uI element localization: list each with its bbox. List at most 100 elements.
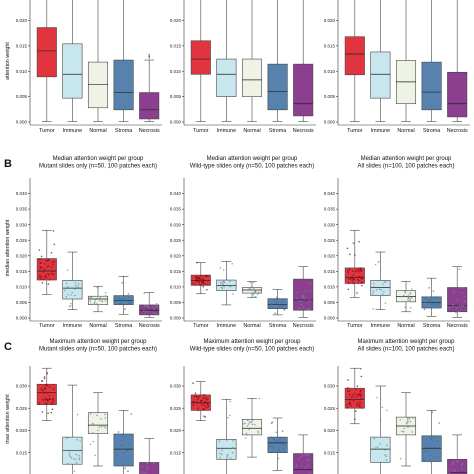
data-point bbox=[460, 304, 463, 307]
data-point bbox=[373, 285, 375, 288]
data-point bbox=[122, 452, 125, 455]
chart-subtitle: Wild-type slides only (n=50, 100 patches… bbox=[190, 164, 315, 170]
data-point bbox=[122, 434, 124, 437]
box-stroma bbox=[113, 0, 134, 122]
data-point bbox=[202, 285, 205, 288]
data-point bbox=[402, 430, 405, 433]
data-point bbox=[103, 425, 106, 428]
x-tick-label: Tumor bbox=[39, 128, 55, 134]
data-point bbox=[406, 417, 409, 420]
box-necrosis bbox=[139, 438, 160, 474]
data-point bbox=[359, 405, 361, 408]
data-point bbox=[249, 288, 251, 290]
data-point bbox=[407, 299, 409, 301]
data-point bbox=[252, 292, 255, 294]
data-point bbox=[50, 251, 53, 254]
data-point bbox=[359, 392, 362, 395]
data-point bbox=[278, 448, 281, 451]
data-point bbox=[430, 437, 433, 440]
data-point bbox=[124, 467, 126, 469]
data-point bbox=[117, 431, 120, 433]
data-point bbox=[225, 439, 228, 441]
data-point bbox=[359, 403, 361, 405]
data-point bbox=[65, 295, 68, 298]
data-point bbox=[270, 303, 273, 306]
data-point bbox=[226, 456, 228, 459]
data-point bbox=[231, 262, 234, 265]
data-point bbox=[248, 428, 250, 431]
box-tumor bbox=[190, 0, 211, 122]
x-tick-label: Normal bbox=[89, 323, 106, 329]
data-point bbox=[70, 302, 72, 305]
data-point bbox=[425, 450, 428, 453]
data-point bbox=[412, 417, 414, 419]
data-point bbox=[45, 398, 47, 401]
y-tick-label: 0.005 bbox=[324, 300, 336, 305]
data-point bbox=[195, 279, 197, 282]
data-point bbox=[51, 408, 54, 411]
chart-panel-b-2: 0.000 0.005 0.010 0.015 0.020 0.025 0.030 0.035… bbox=[170, 156, 316, 329]
data-point bbox=[202, 282, 205, 285]
data-point bbox=[70, 457, 73, 459]
data-point bbox=[461, 291, 464, 294]
data-point bbox=[147, 310, 150, 313]
box-iqr bbox=[87, 295, 109, 305]
data-point bbox=[73, 458, 75, 460]
data-point bbox=[359, 367, 362, 370]
data-point bbox=[403, 427, 406, 430]
data-point bbox=[425, 298, 428, 301]
data-point bbox=[436, 440, 438, 442]
y-axis-title: max attention weight bbox=[5, 394, 11, 444]
data-point bbox=[300, 455, 302, 458]
data-point bbox=[231, 284, 234, 287]
box-tumor bbox=[36, 367, 57, 421]
data-point bbox=[254, 290, 257, 292]
data-point bbox=[40, 255, 43, 258]
data-point bbox=[44, 274, 47, 276]
y-tick-label: 0.020 bbox=[324, 253, 336, 258]
data-point bbox=[194, 284, 197, 286]
chart-panel-b-3: 0.000 0.005 0.010 0.015 0.020 0.025 0.030 0.035… bbox=[324, 156, 470, 329]
data-point bbox=[284, 304, 287, 307]
box-iqr bbox=[87, 412, 109, 434]
data-point bbox=[154, 304, 157, 307]
chart-title: Maximum attention weight per group bbox=[49, 339, 147, 345]
data-point bbox=[47, 273, 49, 275]
box-tumor bbox=[344, 0, 365, 122]
box-iqr bbox=[370, 51, 391, 99]
data-point bbox=[433, 296, 435, 299]
data-point bbox=[360, 277, 362, 279]
data-point bbox=[41, 379, 43, 382]
data-point bbox=[195, 395, 198, 398]
data-point bbox=[94, 299, 97, 301]
data-point bbox=[122, 448, 125, 450]
box-tumor bbox=[190, 261, 211, 295]
data-point bbox=[296, 297, 298, 299]
data-point bbox=[46, 403, 49, 405]
data-point bbox=[400, 295, 403, 298]
data-point bbox=[46, 265, 49, 268]
data-point bbox=[450, 468, 453, 471]
data-point bbox=[119, 302, 121, 305]
data-point bbox=[347, 406, 349, 409]
data-point bbox=[199, 274, 202, 277]
data-point bbox=[121, 281, 124, 284]
y-tick-label: 0.000 bbox=[170, 316, 182, 321]
data-point bbox=[372, 282, 375, 285]
chart-panel-b-1: 0.000 0.005 0.010 0.015 0.020 0.025 0.030 0.035… bbox=[5, 156, 162, 329]
data-point bbox=[351, 282, 354, 284]
data-point bbox=[71, 291, 73, 294]
data-point bbox=[428, 300, 430, 302]
data-point bbox=[254, 295, 257, 298]
y-tick-label: 0.025 bbox=[324, 238, 336, 243]
data-point bbox=[201, 284, 204, 286]
data-point bbox=[428, 444, 431, 447]
data-point bbox=[281, 430, 284, 432]
data-point bbox=[352, 399, 355, 402]
data-point bbox=[385, 436, 387, 439]
data-point bbox=[199, 394, 201, 397]
chart-subtitle: Mutant slides only (n=50, 100 patches ea… bbox=[39, 347, 157, 353]
data-point bbox=[202, 281, 204, 283]
data-point bbox=[51, 266, 53, 268]
data-point bbox=[278, 306, 280, 308]
